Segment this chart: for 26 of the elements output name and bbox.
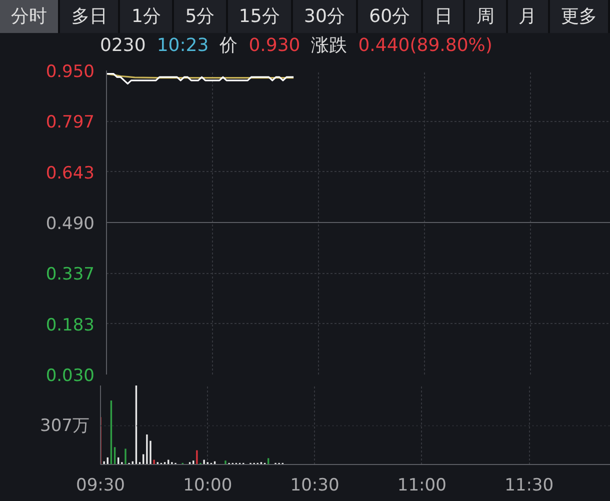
ref-line-label: 307万	[40, 416, 90, 436]
text: 30分	[292, 0, 358, 33]
text: 月	[508, 0, 550, 33]
x-tick-label: 09:30	[76, 476, 126, 496]
text: 15分	[228, 0, 293, 33]
text: 周	[465, 0, 508, 33]
y-tick-label: 0.337	[46, 264, 95, 285]
x-tick-label: 11:30	[504, 476, 554, 496]
y-tick-label: 0.030	[46, 366, 95, 386]
chart-title: 0230 10:23 价 0.930 涨跌 0.440(89.80%)	[100, 35, 492, 56]
y-tick-label: 0.950	[46, 62, 95, 82]
text: 60分	[358, 0, 424, 33]
y-tick-label: 0.490	[46, 214, 95, 234]
x-tick-label: 11:00	[397, 476, 446, 496]
text: 日	[423, 0, 466, 33]
text: 多日	[60, 0, 120, 33]
text: 分时	[0, 0, 60, 33]
y-tick-label: 0.183	[46, 315, 95, 336]
x-tick-label: 10:00	[183, 476, 232, 496]
text: 1分	[120, 0, 174, 33]
y-tick-label: 0.797	[46, 112, 95, 133]
text: 更多	[550, 0, 610, 33]
text: 5分	[174, 0, 228, 33]
line-series	[106, 73, 294, 85]
y-tick-label: 0.643	[46, 163, 95, 184]
x-tick-label: 10:30	[290, 476, 340, 496]
